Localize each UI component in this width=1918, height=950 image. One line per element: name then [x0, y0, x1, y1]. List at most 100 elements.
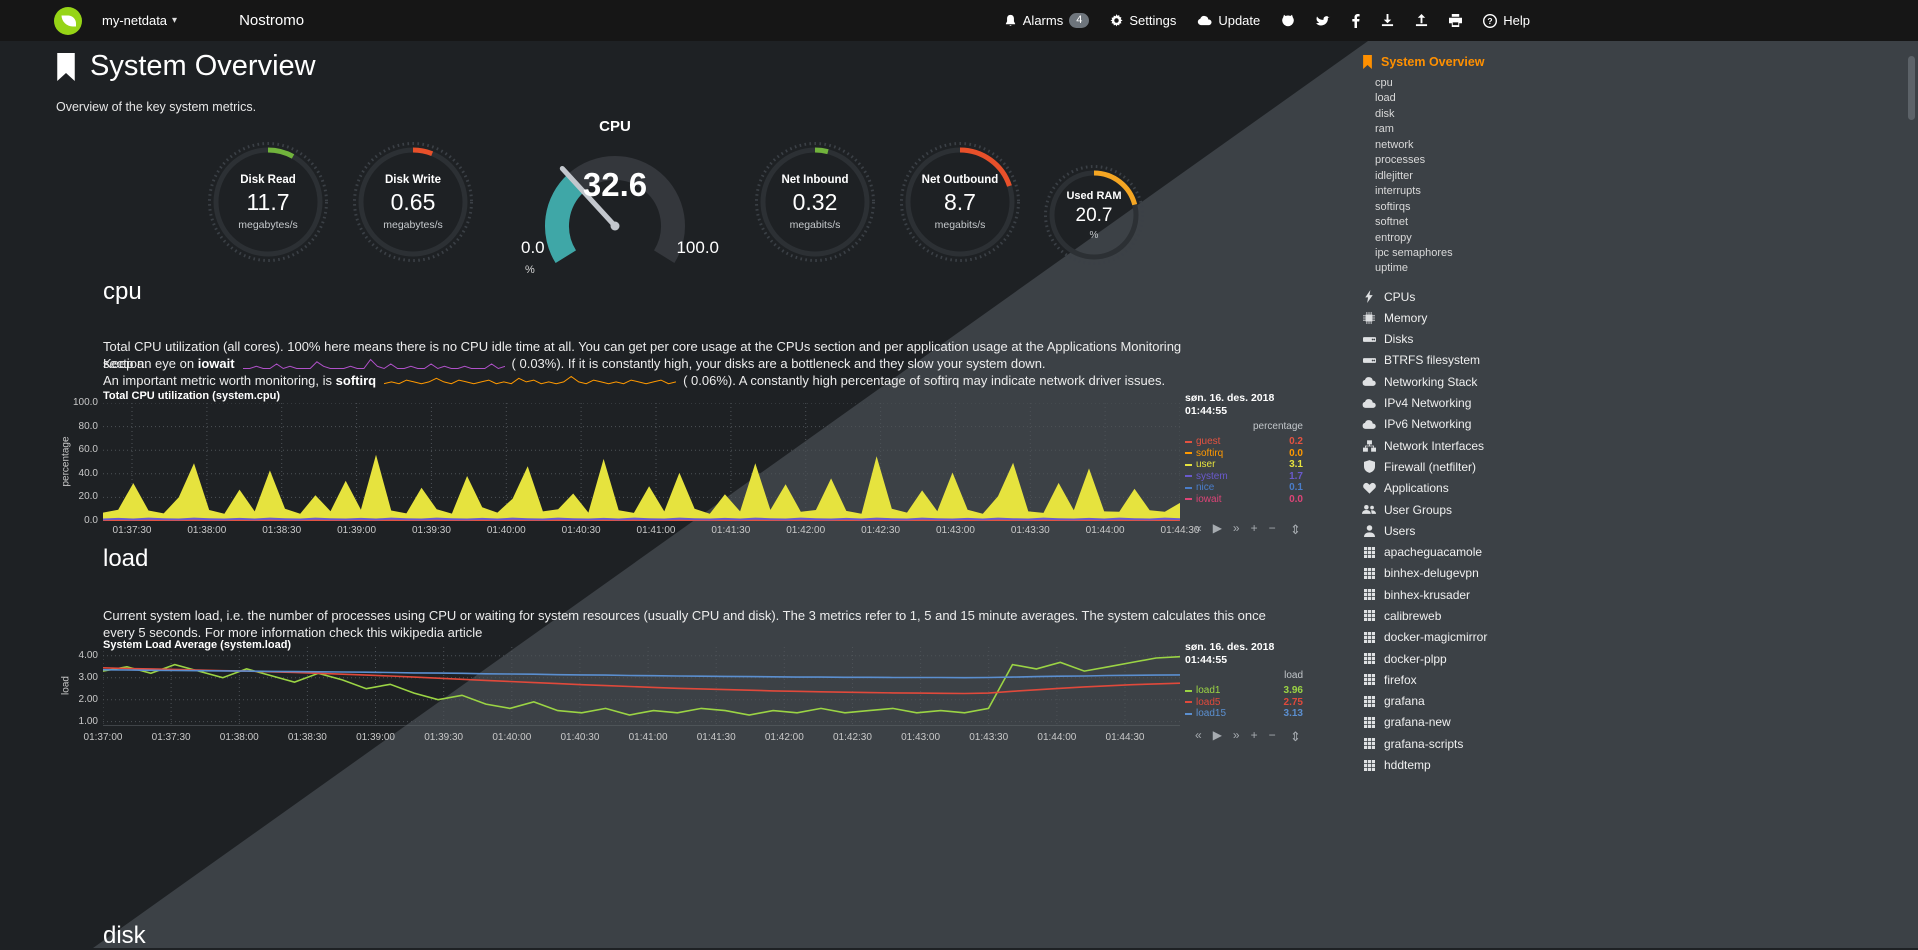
zoom-in-icon[interactable]: +	[1250, 521, 1258, 535]
play-icon[interactable]: ▶	[1212, 521, 1222, 535]
legend-item-user[interactable]: user 3.1	[1185, 459, 1303, 471]
sidebar-item-system-overview[interactable]: System Overview	[1362, 55, 1577, 69]
legend-name: system	[1196, 470, 1228, 482]
legend-item-nice[interactable]: nice 0.1	[1185, 482, 1303, 494]
easypie-disk-read[interactable]: Disk Read 11.7 megabytes/s	[206, 140, 330, 264]
cpu-chart-canvas[interactable]	[103, 403, 1180, 521]
navbar-github-button[interactable]	[1281, 14, 1295, 28]
gauge-max: 100.0	[676, 238, 719, 257]
zoom-in-icon[interactable]: +	[1250, 728, 1258, 742]
sidebar-subitem-network[interactable]: network	[1375, 138, 1414, 151]
sidebar-subitem-uptime[interactable]: uptime	[1375, 262, 1409, 275]
sidebar-item-hddtemp[interactable]: hddtemp	[1362, 754, 1577, 775]
sidebar-item-label: binhex-delugevpn	[1384, 566, 1479, 581]
load-chart-canvas[interactable]	[103, 647, 1180, 726]
sidebar-item-calibreweb[interactable]: calibreweb	[1362, 605, 1577, 626]
navbar-print-button[interactable]	[1449, 14, 1463, 27]
sidebar-subitem-softirqs[interactable]: softirqs	[1375, 200, 1411, 213]
easypie-used-ram[interactable]: Used RAM 20.7%	[1042, 163, 1146, 267]
cloud-icon	[1362, 376, 1376, 387]
seek-backward-icon[interactable]: «	[1195, 521, 1202, 535]
sidebar-item-btrfs-filesystem[interactable]: BTRFS filesystem	[1362, 350, 1577, 371]
navbar-settings-button[interactable]: Settings	[1110, 13, 1176, 28]
heartbeat-icon	[1362, 482, 1376, 494]
sidebar-item-label: Users	[1384, 523, 1416, 538]
zoom-out-icon[interactable]: −	[1268, 521, 1276, 535]
sidebar-item-grafana-new[interactable]: grafana-new	[1362, 712, 1577, 733]
sidebar-subitem-processes[interactable]: processes	[1375, 154, 1426, 167]
easypie-net-outbound[interactable]: Net Outbound 8.7 megabits/s	[898, 140, 1022, 264]
sidebar-item-label: grafana-new	[1384, 715, 1451, 730]
gauge-unit: megabytes/s	[383, 218, 443, 231]
x-tick-label: 01:42:00	[764, 732, 804, 743]
sidebar-item-user-groups[interactable]: User Groups	[1362, 499, 1577, 520]
hdd-icon	[1362, 354, 1376, 367]
sidebar-subitem-load[interactable]: load	[1375, 92, 1396, 105]
gauge-min: 0.0	[521, 238, 545, 257]
resize-handle[interactable]: ⇕	[1290, 522, 1301, 537]
hostname[interactable]: Nostromo	[239, 12, 305, 29]
sidebar-subitem-ram[interactable]: ram	[1375, 123, 1394, 136]
legend-item-system[interactable]: system 1.7	[1185, 471, 1303, 483]
zoom-out-icon[interactable]: −	[1268, 728, 1276, 742]
sidebar-item-grafana[interactable]: grafana	[1362, 691, 1577, 712]
sidebar-item-firewall-netfilter[interactable]: Firewall (netfilter)	[1362, 456, 1577, 477]
navbar-import-button[interactable]	[1381, 14, 1394, 27]
easypie-disk-write[interactable]: Disk Write 0.65 megabytes/s	[351, 140, 475, 264]
legend-item-load1[interactable]: load1 3.96	[1185, 685, 1303, 697]
navbar-twitter-button[interactable]	[1316, 15, 1331, 27]
navbar-facebook-button[interactable]	[1352, 13, 1360, 28]
seek-backward-icon[interactable]: «	[1195, 728, 1202, 742]
sidebar-item-users[interactable]: Users	[1362, 520, 1577, 541]
x-tick-label: 01:43:00	[935, 525, 975, 536]
sidebar-subitem-ipc-semaphores[interactable]: ipc semaphores	[1375, 246, 1453, 259]
sidebar-subitem-softnet[interactable]: softnet	[1375, 216, 1409, 229]
cpu-softirq-note: An important metric worth monitoring, is…	[103, 372, 1165, 391]
sidebar-subitem-cpu[interactable]: cpu	[1375, 77, 1393, 89]
sidebar-item-label: Applications	[1384, 481, 1449, 496]
x-tick-label: 01:40:00	[492, 732, 532, 743]
cpu-gauge[interactable]: CPU 32.6 0.0 100.0 %	[505, 116, 725, 286]
sidebar-subitem-idlejitter[interactable]: idlejitter	[1375, 169, 1413, 182]
sidebar-item-memory[interactable]: Memory	[1362, 307, 1577, 328]
iowait-sparkline-canvas	[242, 358, 505, 370]
github-icon	[1281, 14, 1295, 28]
navbar-update-button[interactable]: Update	[1197, 13, 1260, 28]
sidebar-item-binhex-delugevpn[interactable]: binhex-delugevpn	[1362, 563, 1577, 584]
legend-item-softirq[interactable]: softirq 0.0	[1185, 448, 1303, 460]
sidebar-item-disks[interactable]: Disks	[1362, 328, 1577, 349]
netdata-logo-icon[interactable]	[54, 6, 82, 35]
sidebar-item-networking-stack[interactable]: Networking Stack	[1362, 371, 1577, 392]
x-tick-label: 01:39:00	[337, 525, 377, 536]
grid-icon	[1362, 653, 1376, 665]
cpu-gauge-canvas	[545, 156, 685, 264]
legend-item-iowait[interactable]: iowait 0.0	[1185, 494, 1303, 506]
sidebar-item-firefox[interactable]: firefox	[1362, 669, 1577, 690]
navbar-help-button[interactable]: ? Help	[1483, 13, 1530, 28]
sidebar-item-cpus[interactable]: CPUs	[1362, 286, 1577, 307]
sidebar-subitem-interrupts[interactable]: interrupts	[1375, 185, 1421, 198]
easypie-net-inbound[interactable]: Net Inbound 0.32 megabits/s	[753, 140, 877, 264]
sidebar-item-network-interfaces[interactable]: Network Interfaces	[1362, 435, 1577, 456]
sidebar-item-ipv6-networking[interactable]: IPv6 Networking	[1362, 414, 1577, 435]
sidebar-item-ipv4-networking[interactable]: IPv4 Networking	[1362, 392, 1577, 413]
sidebar-item-docker-magicmirror[interactable]: docker-magicmirror	[1362, 627, 1577, 648]
seek-forward-icon[interactable]: »	[1232, 728, 1240, 742]
navbar-alarms-button[interactable]: Alarms 4	[1004, 13, 1090, 28]
my-netdata-menu[interactable]: my-netdata ▾	[102, 13, 177, 28]
sidebar-item-binhex-krusader[interactable]: binhex-krusader	[1362, 584, 1577, 605]
play-icon[interactable]: ▶	[1212, 728, 1222, 742]
resize-handle[interactable]: ⇕	[1290, 729, 1301, 744]
sidebar-item-applications[interactable]: Applications	[1362, 478, 1577, 499]
legend-item-guest[interactable]: guest 0.2	[1185, 436, 1303, 448]
legend-item-load15[interactable]: load15 3.13	[1185, 708, 1303, 720]
sidebar-item-grafana-scripts[interactable]: grafana-scripts	[1362, 733, 1577, 754]
legend-item-load5[interactable]: load5 2.75	[1185, 697, 1303, 709]
sidebar-subitem-entropy[interactable]: entropy	[1375, 231, 1412, 244]
seek-forward-icon[interactable]: »	[1232, 521, 1240, 535]
sidebar-item-apacheguacamole[interactable]: apacheguacamole	[1362, 541, 1577, 562]
sidebar-item-docker-plpp[interactable]: docker-plpp	[1362, 648, 1577, 669]
sidebar-subitem-disk[interactable]: disk	[1375, 107, 1395, 120]
navbar-export-button[interactable]	[1415, 14, 1428, 27]
sidebar-scrollbar-thumb[interactable]	[1908, 56, 1915, 120]
